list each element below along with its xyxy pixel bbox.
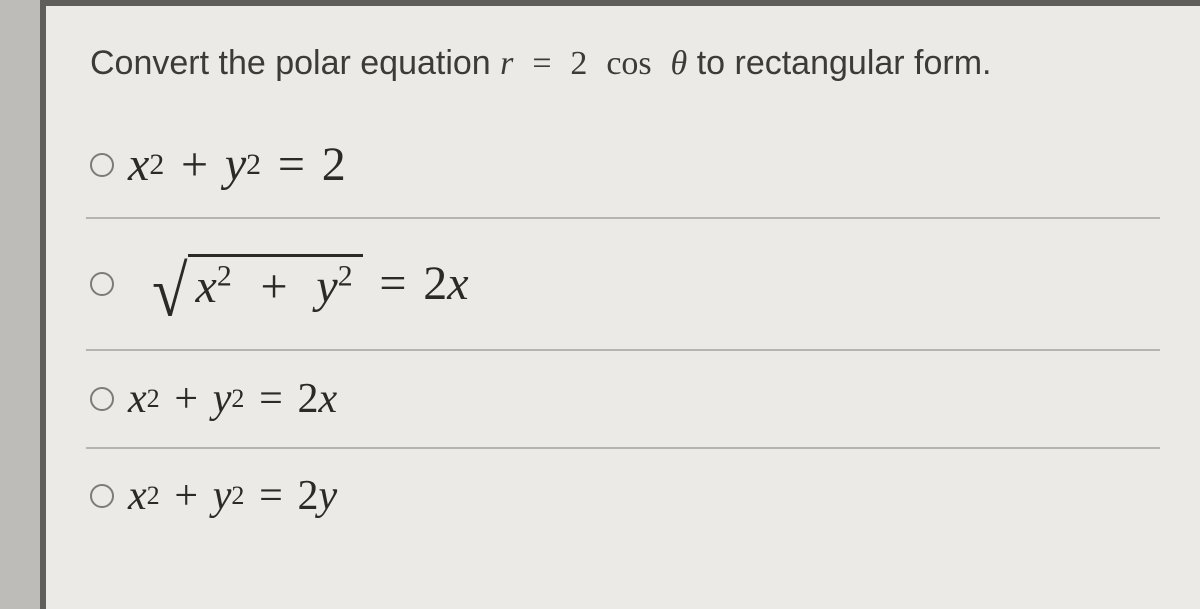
opt-d-plus: + <box>174 475 198 517</box>
option-a[interactable]: x2 + y2 = 2 <box>86 113 1160 219</box>
option-b-formula: √ x2 + y2 = 2x <box>128 256 469 313</box>
question-rhs-cos: cos <box>606 45 651 82</box>
question-text: Convert the polar equation r = 2 cos θ t… <box>90 44 1160 83</box>
opt-b-x: x <box>196 260 217 313</box>
opt-c-rhs-coef: 2 <box>297 378 318 420</box>
opt-b-rhs-var: x <box>447 260 468 308</box>
option-d-formula: x2 + y2 = 2y <box>128 475 337 517</box>
opt-a-plus: + <box>181 141 208 189</box>
question-rhs-theta: θ <box>671 45 688 82</box>
option-c[interactable]: x2 + y2 = 2x <box>86 351 1160 449</box>
question-suffix: to rectangular form. <box>697 44 992 82</box>
question-equals: = <box>532 45 551 82</box>
opt-a-x: x <box>128 141 149 189</box>
opt-c-y: y <box>213 378 232 420</box>
opt-c-eq: = <box>259 378 283 420</box>
opt-c-rhs-var: x <box>318 378 337 420</box>
opt-b-eq: = <box>379 260 406 308</box>
surd-symbol: √ <box>152 266 188 316</box>
sqrt-icon: √ x2 + y2 <box>150 256 363 313</box>
opt-d-rhs-var: y <box>318 475 337 517</box>
option-a-formula: x2 + y2 = 2 <box>128 141 346 189</box>
radicand: x2 + y2 <box>188 254 363 311</box>
opt-a-eq: = <box>278 141 305 189</box>
option-c-formula: x2 + y2 = 2x <box>128 378 337 420</box>
question-rhs-coef: 2 <box>570 45 587 82</box>
opt-b-sq2: 2 <box>338 259 353 292</box>
question-card: Convert the polar equation r = 2 cos θ t… <box>40 0 1200 609</box>
radio-a[interactable] <box>90 153 114 177</box>
opt-c-x: x <box>128 378 147 420</box>
opt-a-y: y <box>225 141 246 189</box>
opt-b-rhs-coef: 2 <box>423 260 447 308</box>
opt-a-rhs: 2 <box>322 141 346 189</box>
option-d[interactable]: x2 + y2 = 2y <box>86 449 1160 543</box>
opt-d-x: x <box>128 475 147 517</box>
opt-d-eq: = <box>259 475 283 517</box>
opt-b-plus: + <box>261 260 288 313</box>
opt-b-y: y <box>316 260 337 313</box>
question-prefix: Convert the polar equation <box>90 44 500 82</box>
radio-c[interactable] <box>90 387 114 411</box>
question-var-r: r <box>500 45 513 82</box>
radio-b[interactable] <box>90 272 114 296</box>
opt-d-rhs-coef: 2 <box>297 475 318 517</box>
opt-b-sq1: 2 <box>217 259 232 292</box>
opt-d-y: y <box>213 475 232 517</box>
option-b[interactable]: √ x2 + y2 = 2x <box>86 219 1160 351</box>
opt-c-plus: + <box>174 378 198 420</box>
options-list: x2 + y2 = 2 √ x2 + y2 = 2x <box>86 113 1160 543</box>
radio-d[interactable] <box>90 484 114 508</box>
